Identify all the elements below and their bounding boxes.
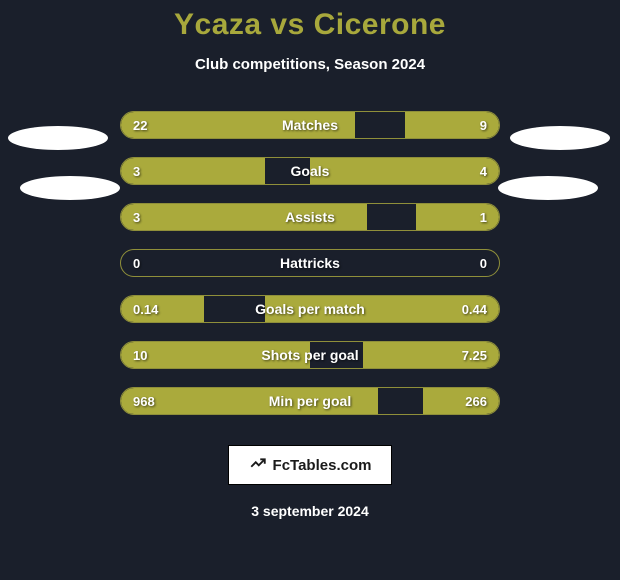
stat-fill-right bbox=[423, 388, 499, 414]
player-left-badge bbox=[20, 176, 120, 200]
stat-row: 0Hattricks0 bbox=[120, 249, 500, 277]
player-right-badge bbox=[498, 176, 598, 200]
stat-value-right: 9 bbox=[480, 118, 487, 133]
stat-value-left: 10 bbox=[133, 348, 147, 363]
attribution-text: FcTables.com bbox=[273, 457, 372, 474]
stat-value-right: 266 bbox=[465, 394, 487, 409]
stat-fill-left bbox=[121, 342, 310, 368]
stat-value-right: 0.44 bbox=[462, 302, 487, 317]
stat-value-left: 3 bbox=[133, 164, 140, 179]
stat-row: 3Assists1 bbox=[120, 203, 500, 231]
stat-row: 3Goals4 bbox=[120, 157, 500, 185]
stat-fill-right bbox=[310, 158, 499, 184]
attribution-badge: FcTables.com bbox=[228, 445, 393, 485]
player-left-badge bbox=[8, 126, 108, 150]
date-label: 3 september 2024 bbox=[251, 503, 369, 519]
stat-value-right: 4 bbox=[480, 164, 487, 179]
stat-fill-left bbox=[121, 388, 378, 414]
stat-fill-left bbox=[121, 158, 265, 184]
stat-row: 0.14Goals per match0.44 bbox=[120, 295, 500, 323]
stat-fill-left bbox=[121, 112, 355, 138]
page-title: Ycaza vs Cicerone bbox=[174, 8, 446, 42]
stat-value-right: 0 bbox=[480, 256, 487, 271]
stat-row: 968Min per goal266 bbox=[120, 387, 500, 415]
stat-value-left: 0.14 bbox=[133, 302, 158, 317]
stat-row: 22Matches9 bbox=[120, 111, 500, 139]
stat-value-left: 0 bbox=[133, 256, 140, 271]
stat-value-right: 7.25 bbox=[462, 348, 487, 363]
stat-value-right: 1 bbox=[480, 210, 487, 225]
stat-value-left: 968 bbox=[133, 394, 155, 409]
player-right-badge bbox=[510, 126, 610, 150]
stats-list: 22Matches9 3Goals4 3Assists1 0Hattricks0 0.1… bbox=[0, 111, 620, 415]
comparison-card: Ycaza vs Cicerone Club competitions, Sea… bbox=[0, 0, 620, 580]
stat-value-left: 3 bbox=[133, 210, 140, 225]
subtitle: Club competitions, Season 2024 bbox=[195, 56, 425, 73]
stat-label: Hattricks bbox=[121, 255, 499, 271]
stat-fill-left bbox=[121, 204, 367, 230]
chart-icon bbox=[249, 454, 267, 476]
stat-value-left: 22 bbox=[133, 118, 147, 133]
stat-row: 10Shots per goal7.25 bbox=[120, 341, 500, 369]
